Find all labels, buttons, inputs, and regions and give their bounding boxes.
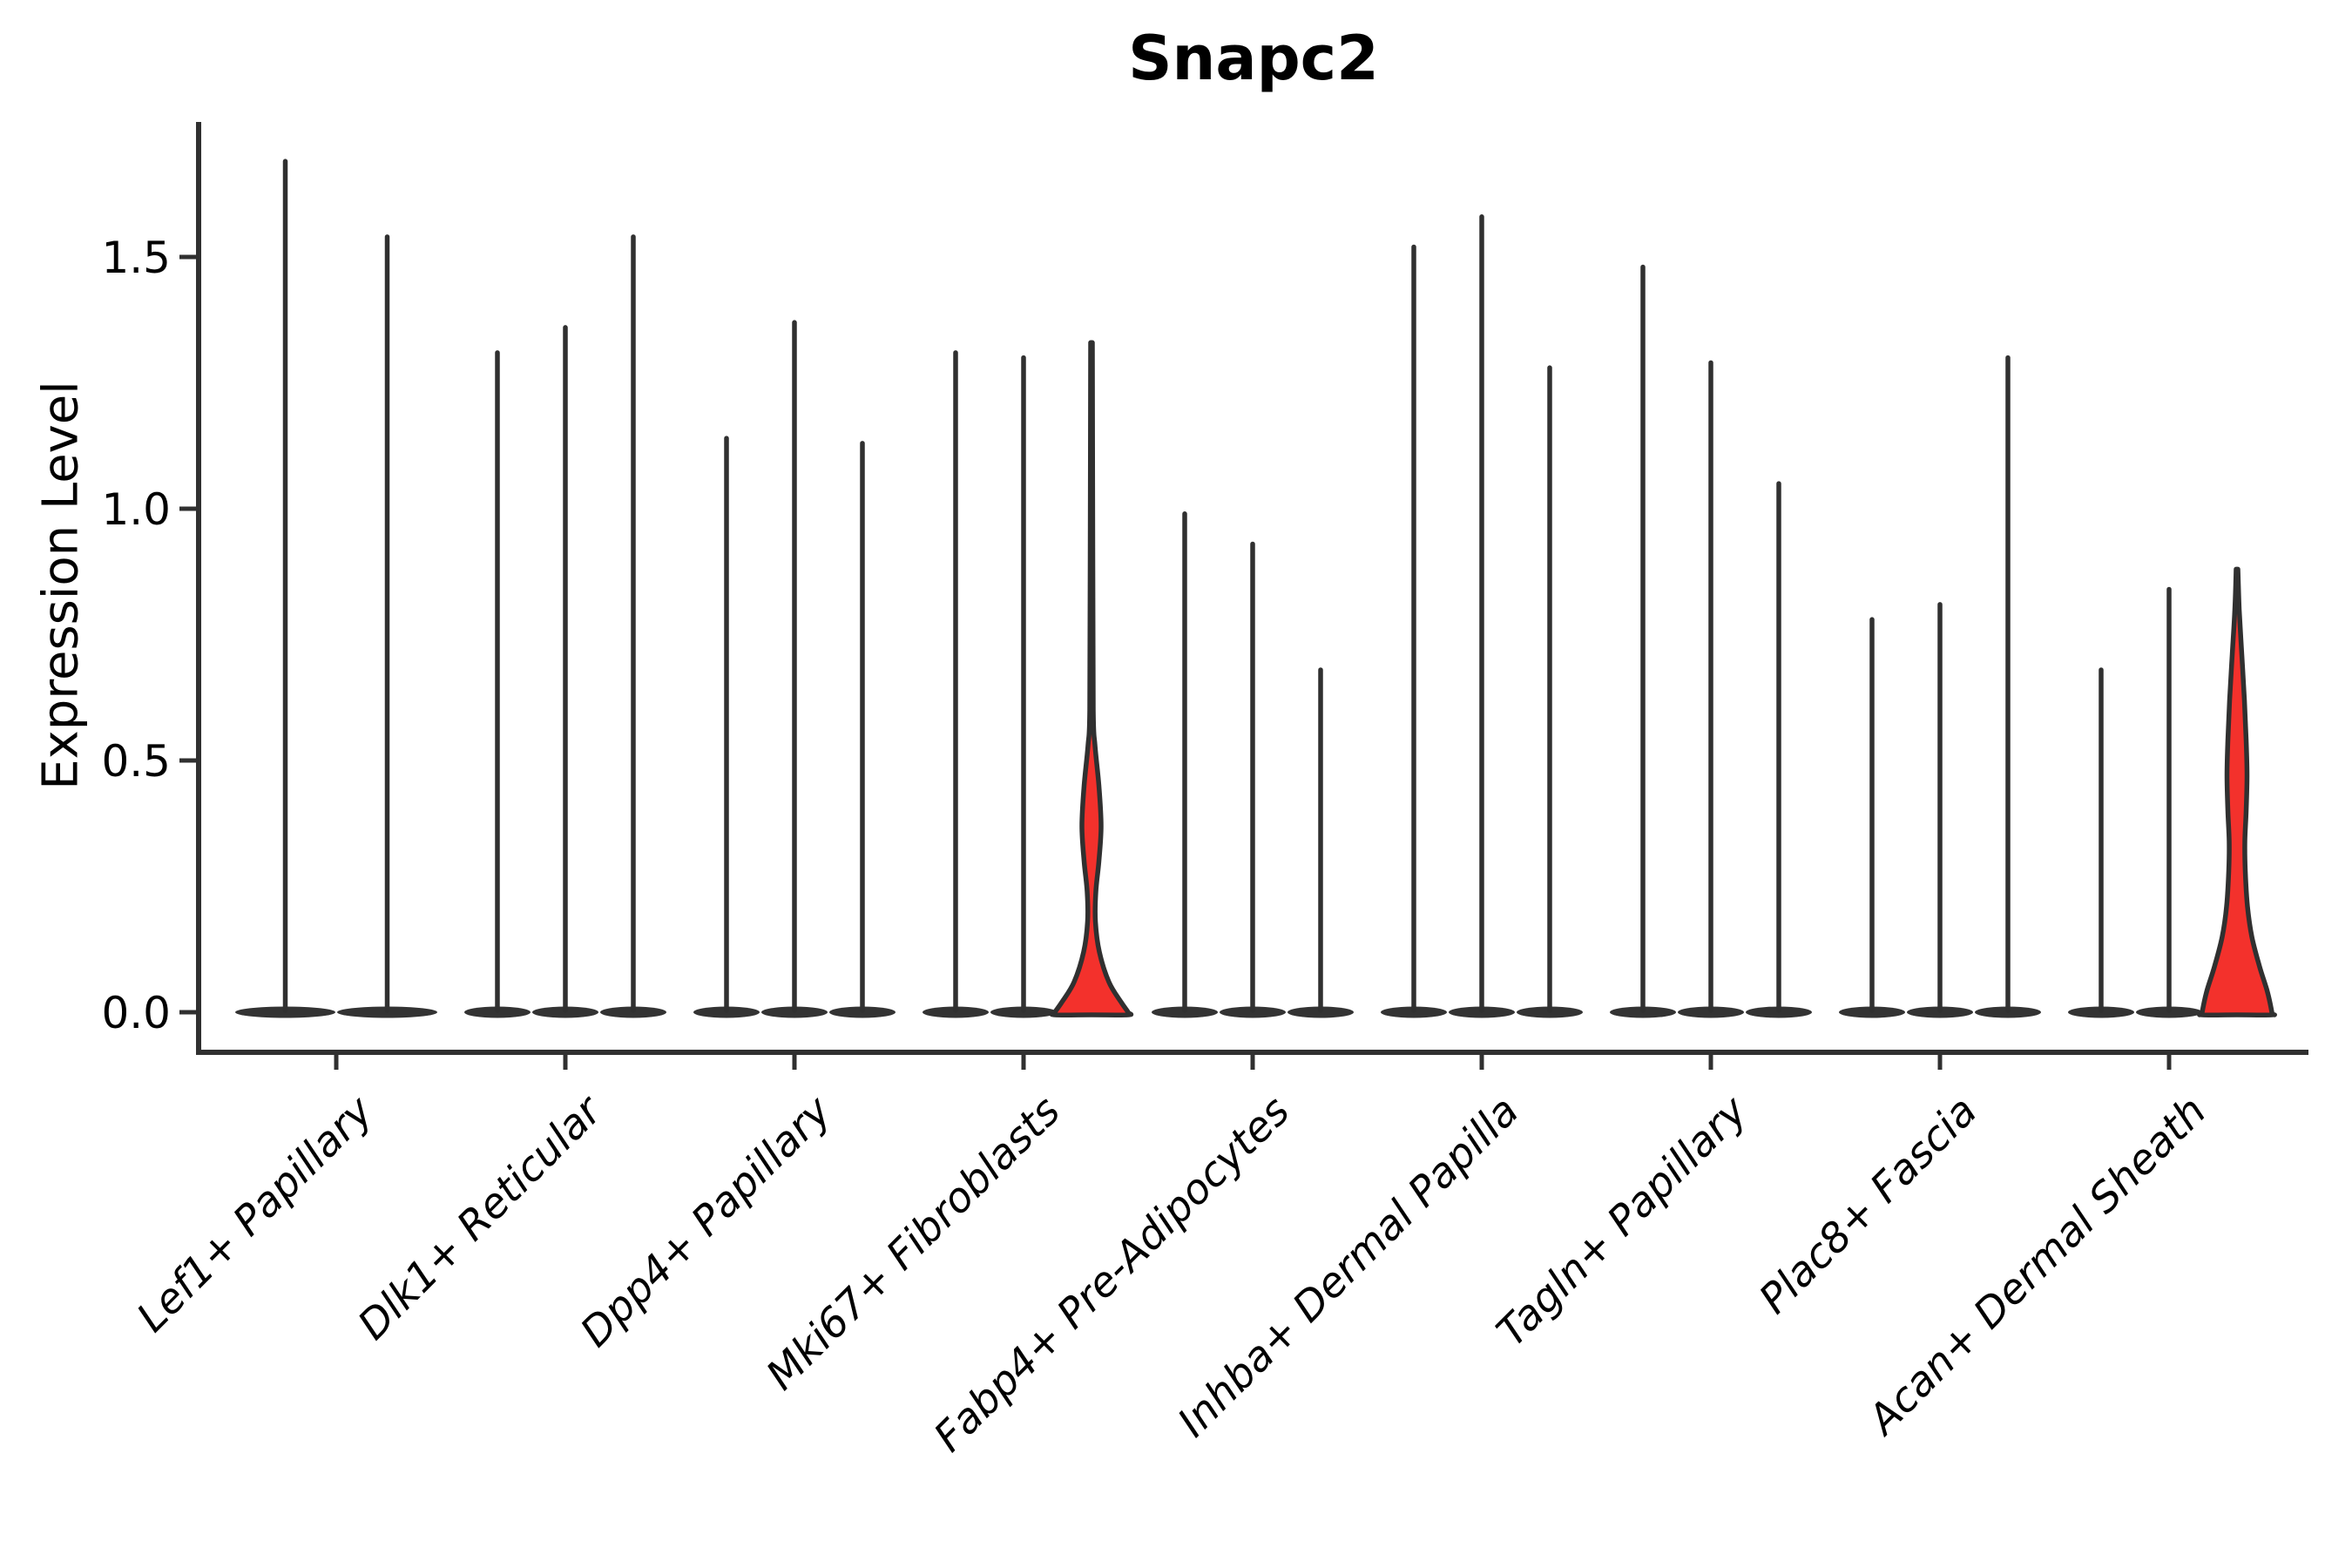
- y-tick-label-0.5: 0.5: [101, 736, 171, 787]
- chart-title: Snapc2: [1128, 23, 1379, 94]
- y-tick-label-0.0: 0.0: [101, 988, 171, 1038]
- violin-highlighted: [2197, 566, 2277, 1017]
- violin-highlighted: [1049, 340, 1134, 1017]
- y-tick-label-1.0: 1.0: [101, 484, 171, 535]
- y-tick-label-1.5: 1.5: [101, 233, 171, 283]
